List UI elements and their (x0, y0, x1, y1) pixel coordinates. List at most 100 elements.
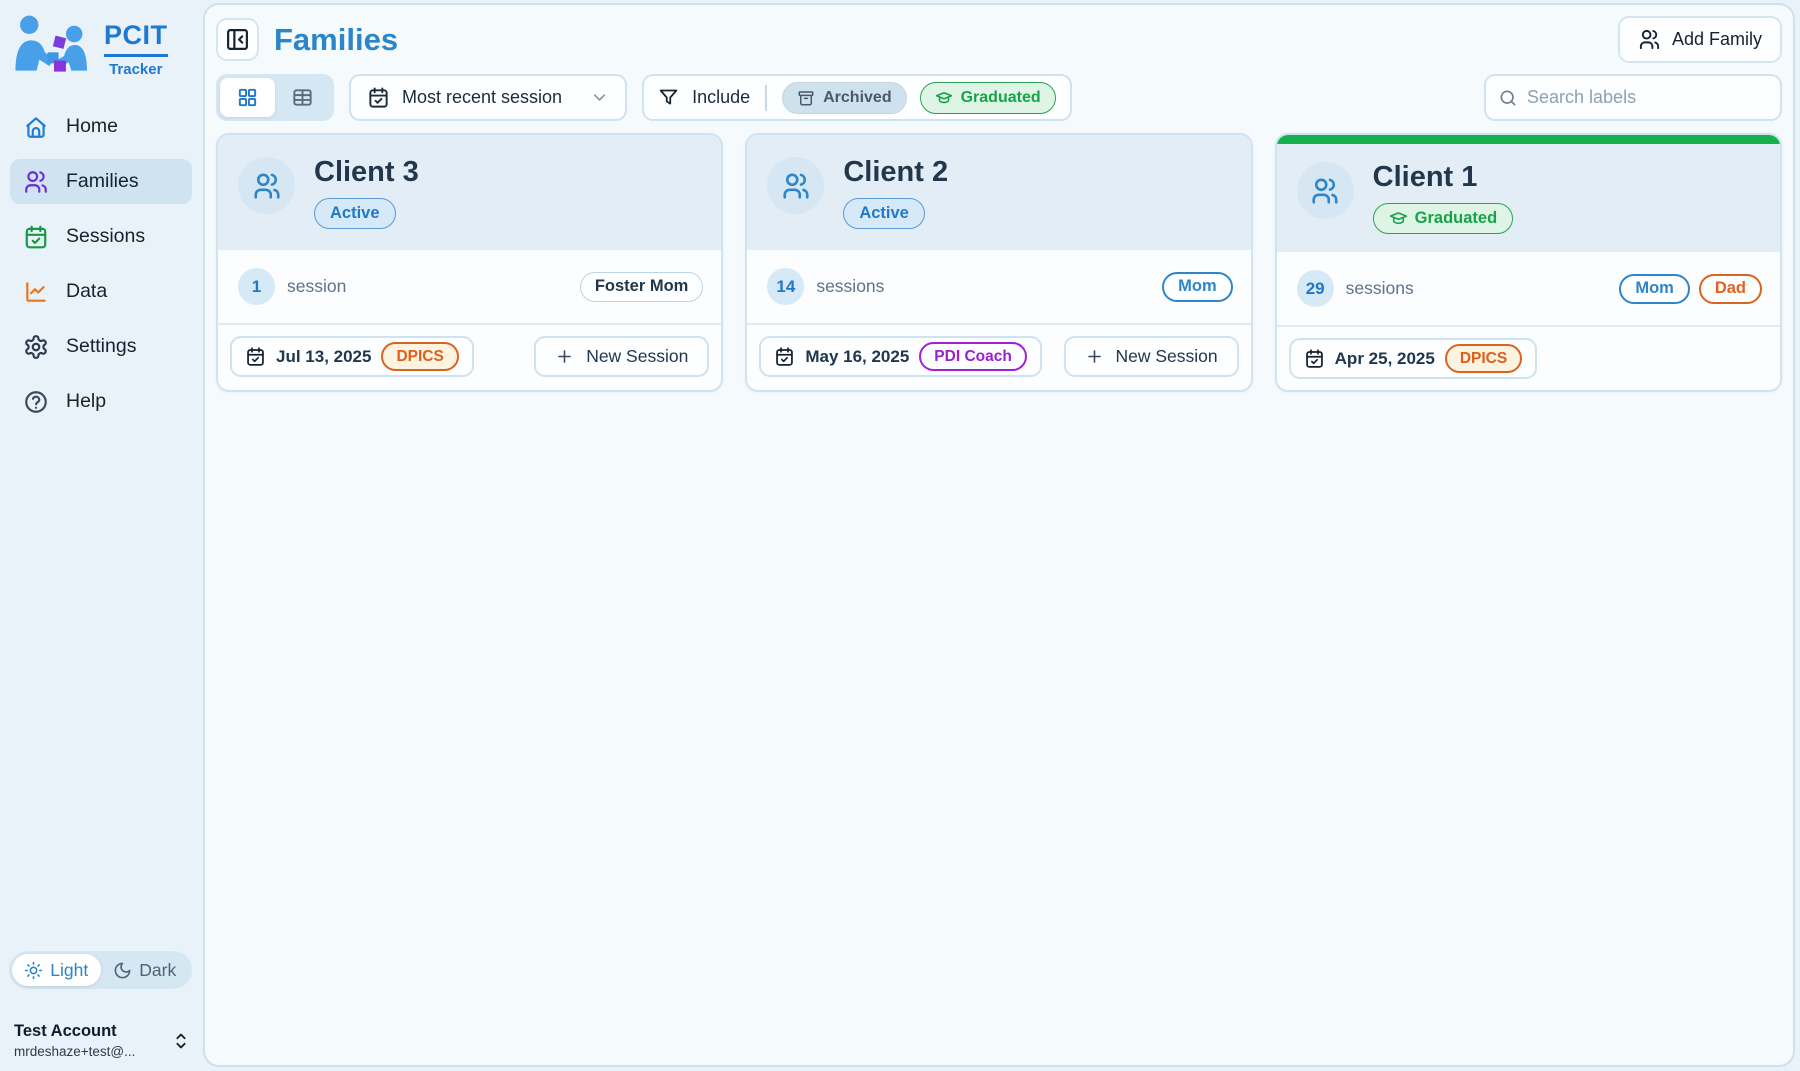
session-count: 14 (767, 268, 805, 305)
theme-light-button[interactable]: Light (12, 954, 101, 986)
last-session-button[interactable]: Jul 13, 2025 DPICS (230, 336, 474, 377)
calendar-check-icon (369, 87, 388, 108)
family-card-grid: Client 3 Active 1 session Foster Mom Jul… (216, 133, 1782, 392)
table-view-icon (293, 89, 312, 106)
users-icon (783, 172, 809, 199)
sidebar-item-data[interactable]: Data (10, 269, 192, 314)
family-card-client-3[interactable]: Client 3 Active 1 session Foster Mom Jul… (216, 133, 724, 392)
plus-icon (558, 350, 572, 363)
sidebar-item-home[interactable]: Home (10, 104, 192, 149)
caregiver-labels: Foster Mom (579, 271, 704, 302)
archived-filter-chip[interactable]: Archived (782, 81, 907, 114)
new-session-button[interactable]: New Session (1063, 336, 1239, 377)
caregiver-labels: Mom Dad (1619, 273, 1762, 304)
search-labels-input[interactable] (1527, 87, 1768, 108)
avatar (238, 157, 295, 214)
sidebar-item-help[interactable]: Help (10, 379, 192, 424)
account-email: mrdeshaze+test@... (14, 1044, 136, 1059)
view-mode-toggle (216, 74, 334, 121)
grid-view-button[interactable] (220, 78, 275, 117)
session-type-badge: DPICS (1444, 344, 1523, 373)
family-card-client-2[interactable]: Client 2 Active 14 sessions Mom May 16, … (745, 133, 1253, 392)
status-badge: Active (314, 198, 396, 229)
calendar-check-icon (1305, 349, 1323, 368)
moon-icon (114, 962, 131, 978)
status-label: Active (330, 204, 380, 222)
add-family-button[interactable]: Add Family (1617, 16, 1782, 63)
account-menu[interactable]: Test Account mrdeshaze+test@... (14, 1022, 192, 1059)
include-filter-group: Include Archived Graduated (642, 74, 1072, 121)
sun-icon (25, 961, 43, 979)
card-footer: May 16, 2025 PDI Coach New Session (747, 323, 1251, 388)
family-card-client-1[interactable]: Client 1 Graduated 29 sessions Mom Dad (1274, 133, 1782, 392)
theme-toggle: Light Dark (9, 951, 192, 989)
card-header: Client 1 Graduated (1276, 144, 1780, 252)
last-session-button[interactable]: Apr 25, 2025 DPICS (1288, 338, 1538, 379)
archived-label: Archived (823, 88, 892, 106)
graduated-label: Graduated (960, 88, 1041, 106)
search-labels-box (1484, 74, 1782, 121)
last-session-button[interactable]: May 16, 2025 PDI Coach (759, 336, 1042, 377)
last-session-date: May 16, 2025 (805, 346, 910, 366)
new-session-label: New Session (1115, 346, 1218, 366)
sidebar-item-label: Home (66, 115, 119, 137)
sidebar-item-label: Families (66, 170, 139, 192)
avatar (767, 157, 825, 214)
theme-dark-label: Dark (139, 959, 177, 980)
session-count-label: sessions (1345, 278, 1414, 298)
panel-left-close-icon (227, 29, 248, 50)
sidebar-item-label: Help (66, 390, 107, 412)
users-icon (1312, 177, 1338, 204)
page-title: Families (274, 21, 399, 57)
table-view-button[interactable] (275, 78, 330, 117)
status-label: Graduated (1414, 209, 1498, 227)
chevrons-up-down-icon (176, 1033, 186, 1048)
theme-light-label: Light (50, 959, 89, 980)
page-header: Families Add Family (216, 16, 1782, 63)
add-family-label: Add Family (1671, 29, 1762, 49)
last-session-date: Apr 25, 2025 (1334, 348, 1435, 368)
brand-subtitle: Tracker (109, 61, 163, 78)
gear-icon (25, 334, 47, 359)
grid-view-icon (238, 88, 257, 107)
main-panel: Families Add Family Most recent session … (203, 3, 1795, 1067)
users-icon (1639, 29, 1660, 50)
status-badge: Graduated (1372, 203, 1514, 234)
search-icon (1500, 90, 1516, 105)
chevron-down-icon (594, 94, 606, 101)
calendar-check-icon (25, 225, 47, 248)
caregiver-pill: Mom (1162, 271, 1233, 302)
session-type-badge: PDI Coach (919, 342, 1027, 371)
sidebar-item-settings[interactable]: Settings (10, 324, 192, 369)
line-chart-icon (26, 281, 46, 302)
graduation-cap-icon (1389, 212, 1407, 225)
caregiver-pill: Dad (1698, 273, 1762, 304)
brand-title: PCIT (104, 20, 168, 57)
theme-dark-button[interactable]: Dark (101, 954, 190, 986)
users-icon (25, 170, 47, 193)
graduation-cap-icon (935, 91, 952, 103)
new-session-label: New Session (586, 346, 689, 366)
session-count: 1 (238, 268, 275, 305)
session-count-label: session (287, 276, 347, 296)
sidebar-item-sessions[interactable]: Sessions (10, 214, 192, 259)
sort-dropdown[interactable]: Most recent session (349, 74, 628, 121)
sidebar: PCIT Tracker Home Families Sessions Data… (0, 0, 202, 1071)
session-type-badge: DPICS (381, 342, 459, 371)
collapse-sidebar-button[interactable] (216, 18, 259, 61)
caregiver-labels: Mom (1162, 271, 1233, 302)
divider (765, 84, 768, 111)
status-label: Active (859, 204, 909, 222)
family-name: Client 3 (314, 156, 419, 188)
calendar-check-icon (776, 347, 794, 366)
help-circle-icon (25, 390, 47, 413)
graduated-filter-chip[interactable]: Graduated (919, 81, 1056, 114)
last-session-date: Jul 13, 2025 (276, 346, 372, 366)
new-session-button[interactable]: New Session (534, 336, 710, 377)
sort-label: Most recent session (402, 87, 563, 107)
sidebar-item-label: Sessions (66, 225, 146, 247)
sidebar-item-label: Settings (66, 335, 137, 357)
sidebar-item-families[interactable]: Families (10, 159, 192, 204)
avatar (1296, 162, 1354, 219)
family-name: Client 2 (843, 156, 949, 188)
